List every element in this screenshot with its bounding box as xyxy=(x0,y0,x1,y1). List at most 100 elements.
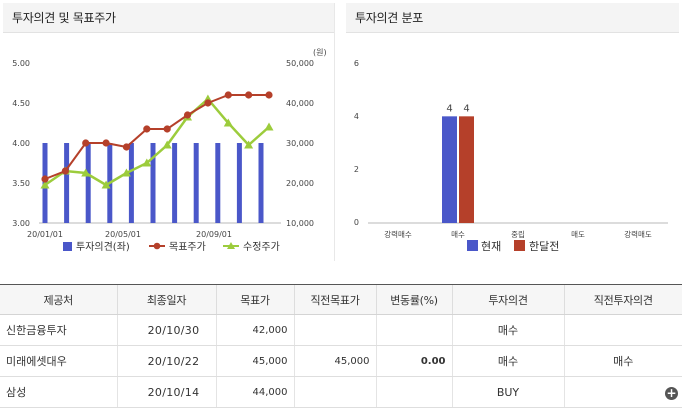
y-right-tick: 30,000 xyxy=(286,139,314,148)
legend-label-month-ago: 한달전 xyxy=(529,240,559,253)
y-left-tick: 4.00 xyxy=(12,139,30,148)
change-rate-cell xyxy=(375,314,452,346)
y-tick: 2 xyxy=(354,165,359,174)
provider-cell: 신한금융투자 xyxy=(0,314,117,346)
prev-opinion-cell: 매수 xyxy=(563,345,682,377)
legend-marker-adjusted xyxy=(227,242,235,249)
opinion-bar xyxy=(215,143,221,223)
col-header-provider: 제공처 xyxy=(0,284,117,315)
opinion-bar xyxy=(258,143,264,223)
x-tick: 20/01/01 xyxy=(27,230,63,239)
y-left-tick: 5.00 xyxy=(12,59,30,68)
change-rate-cell xyxy=(375,376,452,408)
adjusted-price-point xyxy=(40,180,50,189)
opinion-bar xyxy=(193,143,199,223)
col-header-date: 최종일자 xyxy=(116,284,216,315)
bar-data-label: 4 xyxy=(463,103,469,114)
date-cell: 20/10/14 xyxy=(116,376,216,408)
opinion-bar xyxy=(150,143,156,223)
adjusted-price-point xyxy=(101,180,111,189)
adjusted-price-point xyxy=(81,168,91,177)
y-tick: 4 xyxy=(354,112,359,121)
y-left-tick: 4.50 xyxy=(12,99,30,108)
target-cell: 44,000 xyxy=(215,376,294,408)
target-price-point xyxy=(224,91,232,99)
distribution-bar xyxy=(459,116,474,223)
x-tick: 중립 xyxy=(511,230,525,239)
adjusted-price-point xyxy=(162,140,172,149)
legend: 투자의견(좌) 목표주가 수정주가 xyxy=(63,241,280,253)
y-right-tick: 40,000 xyxy=(286,99,314,108)
opinion-cell: BUY xyxy=(451,376,564,408)
prev-target-cell xyxy=(293,376,376,408)
opinion-target-price-panel: 투자의견 및 목표주가 (원) 5.00 4.50 4.00 3.50 3.00… xyxy=(3,3,335,261)
opinion-bar xyxy=(172,143,178,223)
table-row: 삼성 20/10/14 44,000 BUY xyxy=(0,376,682,408)
opinion-bar xyxy=(85,143,91,223)
table-row: 미래에셋대우 20/10/22 45,000 45,000 0.00 매수 매수 xyxy=(0,345,682,377)
x-tick: 매수 xyxy=(451,230,465,239)
provider-cell: 미래에셋대우 xyxy=(0,345,117,377)
y-right-tick: 20,000 xyxy=(286,179,314,188)
prev-opinion-cell xyxy=(563,376,682,408)
opinion-bar xyxy=(236,143,242,223)
panel-title: 투자의견 분포 xyxy=(346,3,679,33)
target-price-point xyxy=(41,175,49,183)
y-right-tick: 50,000 xyxy=(286,59,314,68)
target-cell: 42,000 xyxy=(215,314,294,346)
adjusted-price-point xyxy=(264,122,274,131)
col-header-target: 목표가 xyxy=(215,284,294,315)
legend-swatch-month-ago xyxy=(514,240,525,251)
date-cell: 20/10/22 xyxy=(116,345,216,377)
date-cell: 20/10/30 xyxy=(116,314,216,346)
opinion-bar xyxy=(128,143,134,223)
x-tick: 20/05/01 xyxy=(105,230,141,239)
legend-swatch-current xyxy=(467,240,478,251)
legend-swatch-opinion xyxy=(63,242,72,251)
legend-label-opinion: 투자의견(좌) xyxy=(76,241,130,253)
analyst-opinion-table: 제공처 최종일자 목표가 직전목표가 변동률(%) 투자의견 직전투자의견 신한… xyxy=(0,284,682,408)
opinion-cell: 매수 xyxy=(451,314,564,346)
y-tick: 6 xyxy=(354,59,359,68)
target-price-point xyxy=(143,125,151,133)
y-left-tick: 3.00 xyxy=(12,219,30,228)
bar-data-label: 4 xyxy=(446,103,452,114)
y-right-unit: (원) xyxy=(313,48,327,57)
x-tick: 강력매도 xyxy=(624,229,652,239)
target-price-point xyxy=(82,139,90,147)
more-button[interactable]: + xyxy=(665,386,678,400)
opinion-cell: 매수 xyxy=(451,345,564,377)
table-row: 신한금융투자 20/10/30 42,000 매수 xyxy=(0,314,682,346)
target-price-point xyxy=(204,99,212,107)
opinion-bar xyxy=(64,143,70,223)
prev-target-cell xyxy=(293,314,376,346)
panel-title: 투자의견 및 목표주가 xyxy=(3,3,334,33)
legend-label-adjusted: 수정주가 xyxy=(243,241,280,253)
target-price-point xyxy=(183,111,192,119)
y-tick: 0 xyxy=(354,218,359,227)
change-rate-cell: 0.00 xyxy=(375,345,452,377)
col-header-prev-opinion: 직전투자의견 xyxy=(563,284,682,315)
y-right-tick: 10,000 xyxy=(286,219,314,228)
col-header-change-rate: 변동률(%) xyxy=(375,284,452,315)
x-tick: 강력매수 xyxy=(384,229,412,239)
target-price-point xyxy=(245,91,253,99)
target-price-point xyxy=(61,167,69,175)
legend-label-target: 목표주가 xyxy=(169,241,206,253)
provider-cell: 삼성 xyxy=(0,376,117,408)
prev-opinion-cell xyxy=(563,314,682,346)
adjusted-price-point xyxy=(142,158,152,167)
col-header-prev-target: 직전목표가 xyxy=(293,284,376,315)
x-tick: 매도 xyxy=(571,230,585,239)
target-price-point xyxy=(163,125,171,133)
target-price-line xyxy=(44,94,269,180)
target-price-point xyxy=(102,139,110,147)
target-cell: 45,000 xyxy=(215,345,294,377)
adjusted-price-point xyxy=(223,118,233,127)
legend: 현재 한달전 xyxy=(467,240,559,253)
target-price-point xyxy=(122,143,131,151)
legend-label-current: 현재 xyxy=(481,240,501,253)
legend-marker-target xyxy=(153,242,161,250)
y-left-tick: 3.50 xyxy=(12,179,30,188)
